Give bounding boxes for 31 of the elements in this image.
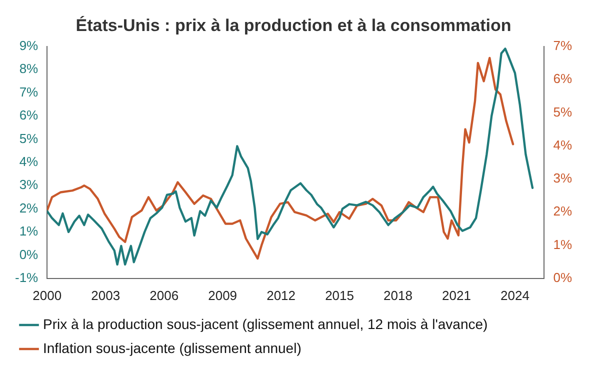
x-tick-label: 2003: [91, 288, 120, 303]
y-tick-label: 3%: [19, 177, 39, 192]
y2-tick-label: 6%: [553, 71, 572, 86]
y-tick-label: 4%: [19, 154, 39, 169]
y-tick-label: 2%: [19, 200, 39, 216]
y-tick-label: 6%: [19, 108, 39, 123]
y2-tick-label: 3%: [553, 170, 572, 186]
x-tick-label: 2006: [150, 288, 179, 303]
y2-tick-label: 7%: [553, 38, 572, 53]
y-tick-label: 9%: [19, 38, 39, 53]
x-tick-label: 2012: [266, 288, 296, 303]
x-tick-label: 2018: [384, 288, 412, 303]
x-tick-label: 2021: [442, 288, 471, 303]
y-tick-label: 5%: [19, 130, 39, 146]
y2-tick-label: 2%: [553, 204, 572, 219]
x-tick-label: 2009: [208, 288, 238, 303]
y-tick-label: 1%: [19, 224, 39, 239]
legend-label: Prix à la production sous-jacent (glissement annuel, 12 mois à l'avance): [43, 316, 488, 332]
y-tick-label: -1%: [14, 270, 39, 285]
y-tick-label: 8%: [19, 61, 39, 76]
x-tick-label: 2015: [325, 288, 354, 303]
chart-title: États-Unis : prix à la production et à la consommation: [76, 14, 512, 35]
y2-tick-label: 0%: [553, 270, 572, 285]
y2-tick-label: 4%: [553, 137, 572, 152]
y-tick-label: 0%: [19, 246, 39, 262]
x-tick-label: 2024: [500, 288, 530, 303]
y2-tick-label: 5%: [553, 104, 572, 120]
legend-label: Inflation sous-jacente (glissement annuel): [43, 340, 302, 356]
y-tick-label: 7%: [19, 84, 39, 100]
x-tick-label: 2000: [32, 288, 62, 303]
y2-tick-label: 1%: [553, 236, 572, 252]
